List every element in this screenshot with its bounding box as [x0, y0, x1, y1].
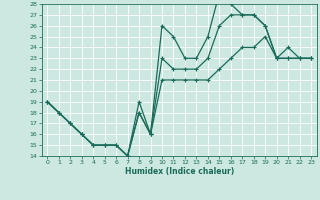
X-axis label: Humidex (Indice chaleur): Humidex (Indice chaleur)	[124, 167, 234, 176]
